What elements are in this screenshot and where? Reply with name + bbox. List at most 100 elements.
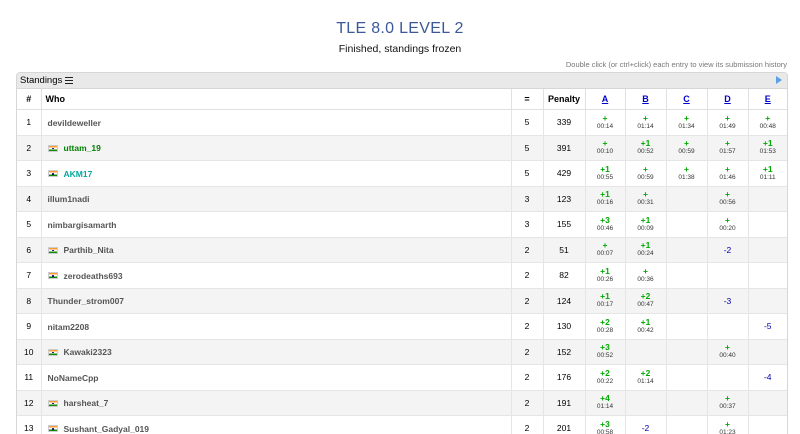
problem-c-cell[interactable]: +01:34 [666,110,707,136]
problem-e-cell[interactable] [748,288,787,314]
problem-b-cell[interactable]: +00:36 [625,263,666,289]
problem-e-cell[interactable] [748,339,787,365]
participant-handle[interactable]: Sushant_Gadyal_019 [64,424,150,434]
problem-d-link[interactable]: D [724,94,731,104]
problem-e-cell[interactable] [748,237,787,263]
problem-e-cell[interactable]: -5 [748,314,787,340]
problem-a-cell[interactable]: +00:07 [585,237,625,263]
problem-c-cell[interactable] [666,339,707,365]
participant-handle[interactable]: nimbargisamarth [48,220,117,230]
participant-cell[interactable]: NoNameCpp [41,365,511,391]
problem-e-cell[interactable] [748,390,787,416]
problem-e-cell[interactable] [748,186,787,212]
participant-cell[interactable]: uttam_19 [41,135,511,161]
problem-b-cell[interactable]: +00:31 [625,186,666,212]
list-icon[interactable] [65,77,73,84]
problem-d-cell[interactable]: +00:20 [707,212,748,238]
participant-handle[interactable]: harsheat_7 [64,398,109,408]
problem-c-cell[interactable] [666,314,707,340]
problem-d-cell[interactable]: -3 [707,288,748,314]
participant-handle[interactable]: Parthib_Nita [64,245,114,255]
participant-handle[interactable]: illum1nadi [48,194,90,204]
problem-d-cell[interactable]: +00:56 [707,186,748,212]
problem-a-cell[interactable]: +00:14 [585,110,625,136]
problem-c-cell[interactable] [666,365,707,391]
participant-cell[interactable]: Sushant_Gadyal_019 [41,416,511,434]
participant-cell[interactable]: devildeweller [41,110,511,136]
problem-c-cell[interactable] [666,237,707,263]
problem-b-cell[interactable]: +01:14 [625,110,666,136]
problem-c-cell[interactable] [666,212,707,238]
problem-d-cell[interactable]: +00:37 [707,390,748,416]
participant-cell[interactable]: Kawaki2323 [41,339,511,365]
participant-cell[interactable]: harsheat_7 [41,390,511,416]
participant-cell[interactable]: Parthib_Nita [41,237,511,263]
problem-c-link[interactable]: C [683,94,690,104]
problem-e-cell[interactable] [748,416,787,434]
participant-cell[interactable]: Thunder_strom007 [41,288,511,314]
participant-handle[interactable]: uttam_19 [64,143,101,153]
problem-b-cell[interactable]: -2 [625,416,666,434]
problem-b-link[interactable]: B [642,94,649,104]
problem-d-cell[interactable]: +01:46 [707,161,748,187]
problem-c-cell[interactable] [666,186,707,212]
problem-c-cell[interactable] [666,263,707,289]
problem-a-cell[interactable]: +00:10 [585,135,625,161]
problem-e-link[interactable]: E [765,94,771,104]
problem-b-cell[interactable] [625,339,666,365]
problem-e-cell[interactable]: -4 [748,365,787,391]
problem-c-cell[interactable] [666,288,707,314]
problem-d-cell[interactable]: +01:49 [707,110,748,136]
problem-e-cell[interactable]: +00:48 [748,110,787,136]
participant-cell[interactable]: illum1nadi [41,186,511,212]
problem-d-cell[interactable]: +01:57 [707,135,748,161]
participant-handle[interactable]: AKM17 [64,169,93,179]
participant-handle[interactable]: zerodeaths693 [64,271,123,281]
participant-handle[interactable]: NoNameCpp [48,373,99,383]
problem-d-cell[interactable] [707,365,748,391]
problem-d-cell[interactable]: -2 [707,237,748,263]
participant-cell[interactable]: nitam2208 [41,314,511,340]
problem-c-cell[interactable] [666,390,707,416]
participant-handle[interactable]: Thunder_strom007 [48,296,125,306]
problem-d-cell[interactable]: +00:40 [707,339,748,365]
participant-cell[interactable]: AKM17 [41,161,511,187]
problem-d-cell[interactable] [707,263,748,289]
problem-c-cell[interactable] [666,416,707,434]
problem-a-link[interactable]: A [602,94,609,104]
expand-arrow-icon[interactable] [776,76,782,84]
problem-b-cell[interactable] [625,390,666,416]
participant-handle[interactable]: Kawaki2323 [64,347,112,357]
problem-d-cell[interactable] [707,314,748,340]
problem-c-cell[interactable]: +01:38 [666,161,707,187]
